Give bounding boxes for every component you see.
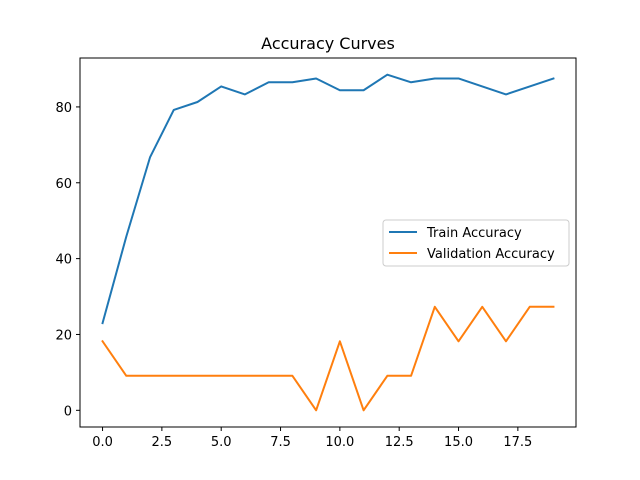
x-tick-label: 2.5 bbox=[152, 435, 173, 450]
x-tick-label: 12.5 bbox=[385, 435, 414, 450]
x-tick-label: 0.0 bbox=[92, 435, 113, 450]
y-axis: 0 20 40 60 80 bbox=[55, 101, 80, 419]
x-tick-label: 5.0 bbox=[211, 435, 232, 450]
legend-label-0: Train Accuracy bbox=[426, 226, 522, 241]
y-tick-label: 20 bbox=[55, 328, 72, 343]
series-layer bbox=[101, 73, 555, 412]
legend-label-1: Validation Accuracy bbox=[427, 247, 555, 262]
x-axis: 0.0 2.5 5.0 7.5 10.0 12.5 15.0 17.5 bbox=[92, 427, 532, 450]
x-tick-label: 17.5 bbox=[503, 435, 532, 450]
chart-title: Accuracy Curves bbox=[261, 34, 395, 53]
x-tick-label: 7.5 bbox=[270, 435, 291, 450]
y-tick-label: 0 bbox=[64, 404, 72, 419]
y-tick-label: 80 bbox=[55, 101, 72, 116]
plot-area-frame bbox=[79, 57, 577, 428]
x-tick-label: 10.0 bbox=[325, 435, 354, 450]
legend-box bbox=[382, 219, 570, 267]
series-line-1 bbox=[101, 305, 555, 412]
x-tick-label: 15.0 bbox=[444, 435, 473, 450]
series-line-0 bbox=[101, 73, 555, 325]
y-tick-label: 60 bbox=[55, 177, 72, 192]
y-tick-label: 40 bbox=[55, 253, 72, 268]
legend: Train Accuracy Validation Accuracy bbox=[382, 219, 570, 267]
